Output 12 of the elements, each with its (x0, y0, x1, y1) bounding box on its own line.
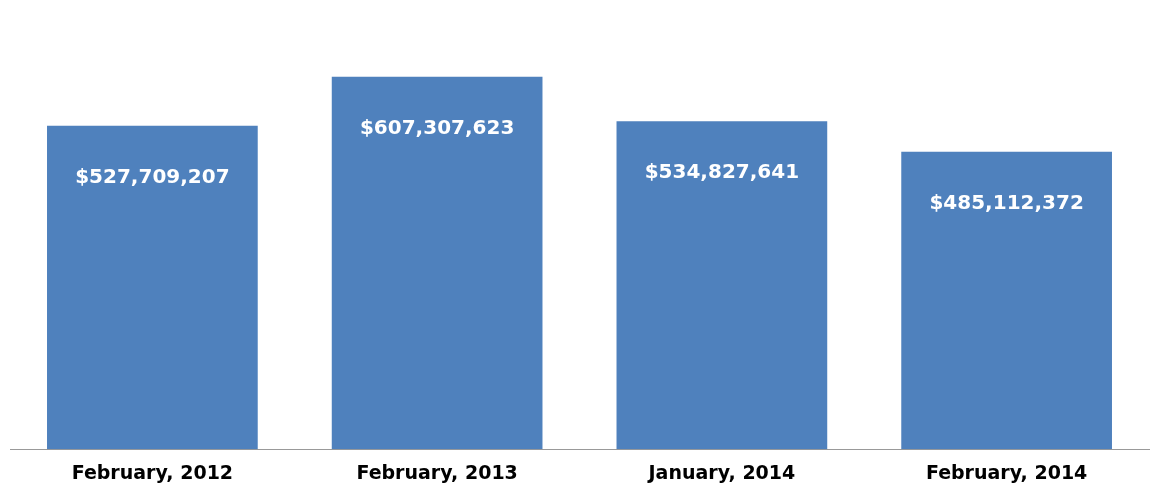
x-tick-label: February, 2013 (356, 460, 518, 483)
x-tick-label: January, 2014 (646, 460, 796, 483)
data-label: $485,112,372 (929, 189, 1084, 214)
x-tick-label: February, 2014 (925, 460, 1088, 483)
bar (901, 151, 1112, 450)
x-tick-label: February, 2012 (71, 460, 234, 483)
bar (331, 76, 543, 450)
bar (616, 121, 828, 450)
data-label: $527,709,207 (75, 163, 230, 188)
bar (47, 125, 258, 450)
data-label: $607,307,623 (359, 115, 515, 140)
data-label: $534,827,641 (644, 159, 800, 184)
